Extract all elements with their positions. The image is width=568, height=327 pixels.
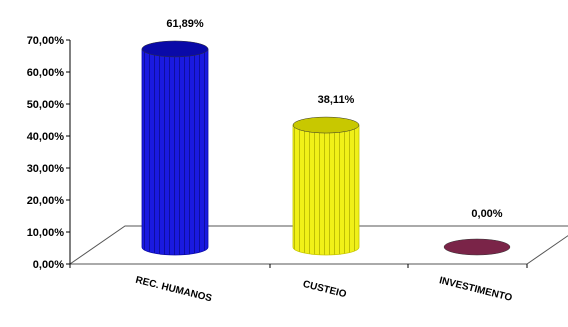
- bar-rec-humanos: [141, 40, 209, 256]
- bar-body: [292, 124, 360, 256]
- bar-top: [292, 116, 360, 134]
- y-tick-label: 70,00%: [27, 35, 65, 47]
- data-label: 0,00%: [471, 208, 502, 220]
- y-tick-label: 50,00%: [27, 99, 65, 111]
- data-label: 61,89%: [166, 18, 204, 30]
- bar-top: [443, 238, 511, 256]
- y-tick-label: 10,00%: [27, 227, 65, 239]
- x-category-label: REC. HUMANOS: [134, 275, 213, 305]
- bar-investimento: [443, 238, 511, 256]
- y-tick-label: 20,00%: [27, 195, 65, 207]
- y-tick-label: 0,00%: [33, 259, 64, 271]
- y-tick-label: 30,00%: [27, 163, 65, 175]
- y-tick-label: 60,00%: [27, 67, 65, 79]
- y-tick-label: 40,00%: [27, 131, 65, 143]
- bar-body: [141, 48, 209, 256]
- bar-top: [141, 40, 209, 58]
- data-label: 38,11%: [318, 94, 355, 106]
- bar-custeio: [292, 116, 360, 256]
- x-category-label: CUSTEIO: [302, 279, 348, 300]
- x-category-label: INVESTIMENTO: [438, 275, 513, 304]
